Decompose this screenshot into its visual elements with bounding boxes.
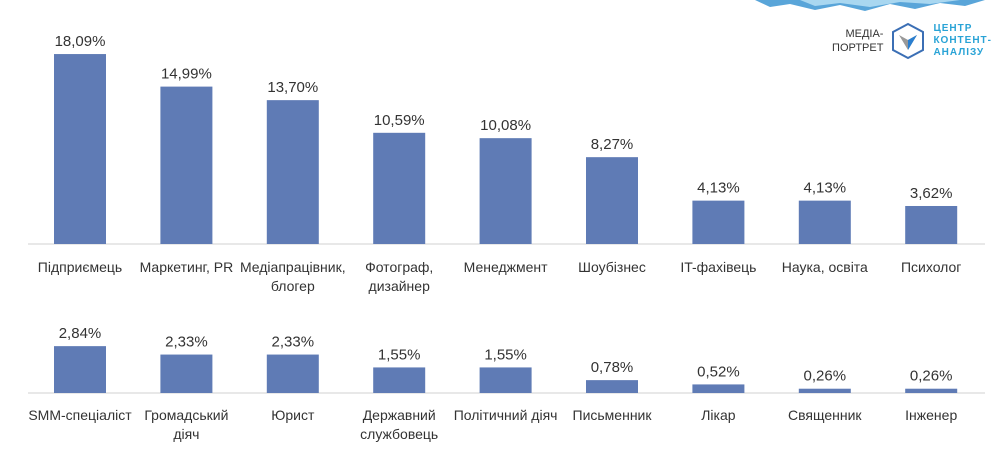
bar bbox=[160, 354, 213, 393]
bar bbox=[160, 86, 213, 244]
data-label: 18,09% bbox=[55, 33, 106, 50]
bar bbox=[266, 100, 319, 245]
data-label: 0,52% bbox=[697, 363, 740, 380]
logo-brand-2: КОНТЕНТ- bbox=[933, 35, 992, 46]
data-label: 10,08% bbox=[480, 117, 531, 134]
data-label: 2,84% bbox=[59, 325, 102, 342]
data-label: 0,26% bbox=[804, 368, 847, 385]
bar bbox=[54, 54, 106, 245]
data-label: 3,62% bbox=[910, 185, 953, 202]
data-label: 10,59% bbox=[374, 112, 425, 129]
bar bbox=[479, 367, 532, 393]
category-label: Шоубізнес bbox=[578, 259, 646, 275]
bar bbox=[586, 380, 638, 393]
data-label: 1,55% bbox=[484, 346, 527, 363]
bar bbox=[266, 354, 319, 393]
bar bbox=[905, 388, 958, 393]
category-label: Підприємець bbox=[38, 259, 122, 275]
data-label: 2,33% bbox=[272, 334, 315, 351]
category-label: SMM-спеціаліст bbox=[28, 407, 132, 423]
category-label: Священник bbox=[788, 407, 862, 423]
logo-brand-3: АНАЛІЗУ bbox=[933, 47, 985, 58]
category-label: Наука, освіта bbox=[782, 259, 868, 275]
logo-brand-1: ЦЕНТР bbox=[933, 23, 973, 34]
logo: МЕДІА- ПОРТРЕТ ЦЕНТР КОНТЕНТ- АНАЛІЗУ bbox=[832, 22, 992, 60]
logo-text-2: ПОРТРЕТ bbox=[832, 42, 884, 54]
data-label: 13,70% bbox=[267, 79, 318, 96]
category-label: Письменник bbox=[573, 407, 653, 423]
category-label: дизайнер bbox=[369, 278, 431, 294]
bar bbox=[54, 346, 106, 393]
data-label: 1,55% bbox=[378, 346, 421, 363]
category-label: Інженер bbox=[905, 407, 957, 423]
category-label: Фотограф, bbox=[365, 259, 433, 275]
category-label: Медіапрацівник, bbox=[240, 259, 346, 275]
bar bbox=[586, 157, 638, 244]
category-label: блогер bbox=[271, 278, 315, 294]
data-label: 4,13% bbox=[804, 180, 847, 197]
category-label: Менеджмент bbox=[464, 259, 548, 275]
logo-hexagon-icon bbox=[892, 22, 925, 60]
category-label: службовець bbox=[360, 426, 438, 442]
header-wave-decoration bbox=[755, 0, 985, 11]
bar bbox=[692, 200, 745, 244]
category-label: Лікар bbox=[701, 407, 736, 423]
bar bbox=[692, 384, 745, 393]
bar bbox=[479, 138, 532, 244]
data-label: 8,27% bbox=[591, 136, 634, 153]
category-label: Психолог bbox=[901, 259, 961, 275]
data-label: 14,99% bbox=[161, 66, 212, 83]
bar bbox=[905, 205, 958, 244]
bar bbox=[798, 200, 851, 244]
category-label: Політичний діяч bbox=[454, 407, 558, 423]
data-label: 0,78% bbox=[591, 359, 634, 376]
category-label: IT-фахівець bbox=[680, 259, 756, 275]
data-label: 4,13% bbox=[697, 180, 740, 197]
bar bbox=[373, 367, 426, 393]
category-label: Маркетинг, PR bbox=[140, 259, 234, 275]
bar bbox=[798, 388, 851, 393]
bar bbox=[373, 132, 426, 244]
category-label: Громадський bbox=[144, 407, 228, 423]
data-label: 2,33% bbox=[165, 334, 208, 351]
logo-text-1: МЕДІА- bbox=[845, 28, 884, 40]
data-label: 0,26% bbox=[910, 368, 953, 385]
category-label: діяч bbox=[173, 426, 199, 442]
category-label: Юрист bbox=[271, 407, 315, 423]
category-label: Державний bbox=[363, 407, 436, 423]
